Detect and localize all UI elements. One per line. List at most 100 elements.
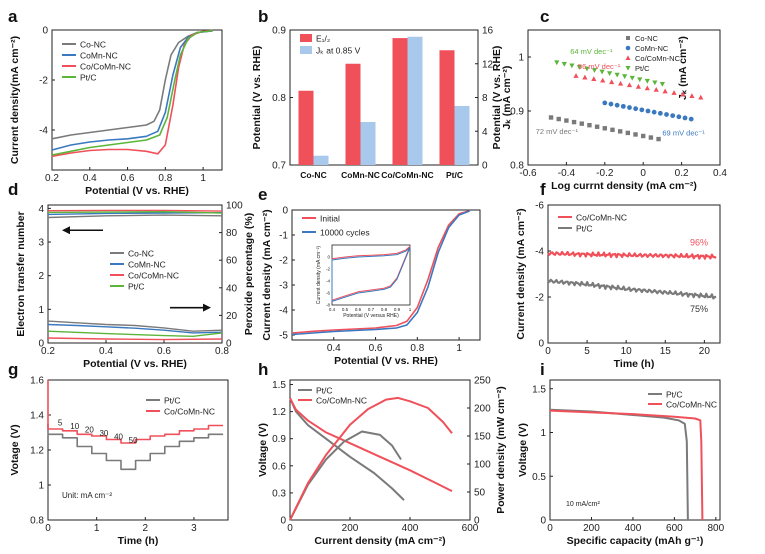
scatter-point — [652, 80, 658, 86]
x-tick-label: 15 — [660, 346, 672, 357]
series-line — [47, 323, 223, 334]
scatter-point — [602, 100, 608, 106]
y-tick-label: 1 — [38, 481, 44, 492]
series-line — [291, 210, 470, 336]
x-tick-label: 800 — [708, 523, 725, 534]
inset-x-tick-label: 0.6 — [355, 307, 362, 312]
scatter-point — [609, 79, 615, 85]
y-tick-label: -2 — [39, 76, 48, 87]
current-annotation: 10 mA/cm² — [566, 501, 601, 508]
series-line — [51, 29, 213, 156]
panel-d: d0.2 0.4 0.6 0.801234020406080100Potential … — [8, 180, 255, 370]
scatter-point — [591, 68, 598, 73]
y-tick-label-right: 100 — [226, 201, 243, 212]
plot-frame — [547, 204, 721, 344]
y-tick-label-right: 20 — [226, 311, 238, 322]
legend-label: Pt/C — [80, 73, 97, 83]
y-tick-label: -2 — [535, 293, 544, 304]
y-tick-label: 0.8 — [272, 93, 286, 104]
x-tick-label: 0.2 — [675, 168, 689, 179]
legend-label: Pt/C — [666, 390, 683, 400]
inset-y-label: Current density (mA cm⁻²) — [316, 246, 322, 305]
scatter-point — [571, 119, 577, 125]
legend-label: Co/CoMn-NC — [666, 400, 717, 410]
panel-g: g 0 1 2 3 0.8 1 1.2 1.4 1.6 Time (h) Votage (V) 5 10 2… — [8, 360, 229, 547]
scatter-point — [600, 77, 606, 83]
scatter-point — [582, 74, 588, 80]
inset-x-tick-label: 0.7 — [368, 307, 375, 312]
legend-label: CoMn-NC — [128, 260, 166, 270]
scatter-point — [651, 109, 657, 115]
plot-frame — [51, 29, 223, 171]
y-tick-label: -2 — [279, 256, 288, 267]
series-line — [549, 409, 704, 521]
y-tick-label-right: 80 — [226, 228, 238, 239]
x-tick-label: 0.8 — [410, 343, 424, 354]
scatter-point — [688, 116, 694, 122]
scatter-point — [564, 118, 569, 123]
y-tick-label-right: 0 — [482, 161, 488, 172]
panel-label: f — [540, 180, 546, 199]
scatter-point — [671, 90, 677, 95]
panel-label: d — [8, 180, 18, 199]
legend-label: Co-NC — [80, 40, 106, 50]
y-tick-label-right: 8 — [482, 93, 488, 104]
bar-e-half — [439, 50, 455, 165]
step-label: 10 — [70, 422, 79, 431]
x-tick-label: 400 — [402, 523, 419, 534]
scatter-point — [556, 116, 561, 122]
y-axis-label: Voltage (V) — [257, 423, 269, 477]
y-tick-label: -6 — [535, 201, 544, 212]
category-label: CoMn-NC — [341, 170, 380, 180]
scatter-point — [579, 121, 584, 126]
category-label: Co-NC — [300, 170, 326, 180]
bar-e-half — [298, 90, 314, 165]
x-axis-label: Time (h) — [118, 535, 159, 547]
inset-x-label: Potential (V versus RHE) — [343, 313, 399, 319]
panel-label: c — [540, 7, 549, 26]
y-axis-label: Current density (mA cm⁻²) — [515, 208, 527, 339]
inset-x-tick-label: 0.9 — [394, 307, 401, 312]
y-tick-label-right: 200 — [474, 404, 491, 415]
y-tick-label: 0.7 — [272, 161, 286, 172]
series-line — [47, 209, 223, 212]
x-tick-label: -0.6 — [519, 168, 537, 179]
series-line — [289, 430, 402, 521]
panel-label: b — [258, 7, 268, 26]
x-tick-label: 200 — [583, 523, 600, 534]
scatter-point — [614, 102, 620, 108]
inset-x-tick-label: 0.8 — [381, 307, 388, 312]
y-tick-label: 0.3 — [272, 488, 286, 499]
x-tick-label: 3 — [191, 523, 197, 534]
scatter-point — [573, 73, 579, 78]
y-tick-label: 0.9 — [510, 107, 524, 118]
x-tick-label: 0.6 — [369, 343, 383, 354]
x-tick-label: 0 — [640, 168, 646, 179]
unit-annotation: Unit: mA cm⁻² — [62, 491, 112, 500]
scatter-point — [561, 61, 567, 67]
y-tick-label: 0.8 — [510, 161, 524, 172]
series-line — [47, 337, 223, 341]
bar-e-half — [392, 38, 408, 165]
legend-label: Co/CoMn-NC — [316, 396, 367, 406]
scatter-point — [635, 83, 641, 89]
x-tick-label: 600 — [666, 523, 683, 534]
y-tick-label-right: 50 — [474, 488, 486, 499]
legend-marker — [626, 36, 630, 40]
panel-c: c -0.6 -0.4 -0.2 0 0.2 0.4 0.8 0.9 1 Log currnt de… — [491, 7, 727, 192]
y-tick-label: 0.8 — [30, 516, 44, 527]
y-axis-label: Voltage (V) — [517, 423, 529, 477]
scatter-point — [698, 94, 704, 100]
x-tick-label: 5 — [584, 346, 590, 357]
panel-label: e — [258, 185, 267, 204]
x-tick-label: 0.4 — [327, 343, 341, 354]
scatter-point — [610, 127, 615, 133]
scatter-point — [641, 133, 646, 139]
x-axis-label: Current density (mA cm⁻²) — [314, 535, 445, 547]
scatter-point — [617, 80, 624, 86]
category-label: Co/CoMn-NC — [381, 170, 433, 180]
retention-annotation: 96% — [690, 237, 708, 247]
scatter-point — [639, 107, 645, 113]
arrow-right-head-icon — [203, 303, 211, 312]
inset-y-tick-label: -2 — [326, 267, 330, 272]
